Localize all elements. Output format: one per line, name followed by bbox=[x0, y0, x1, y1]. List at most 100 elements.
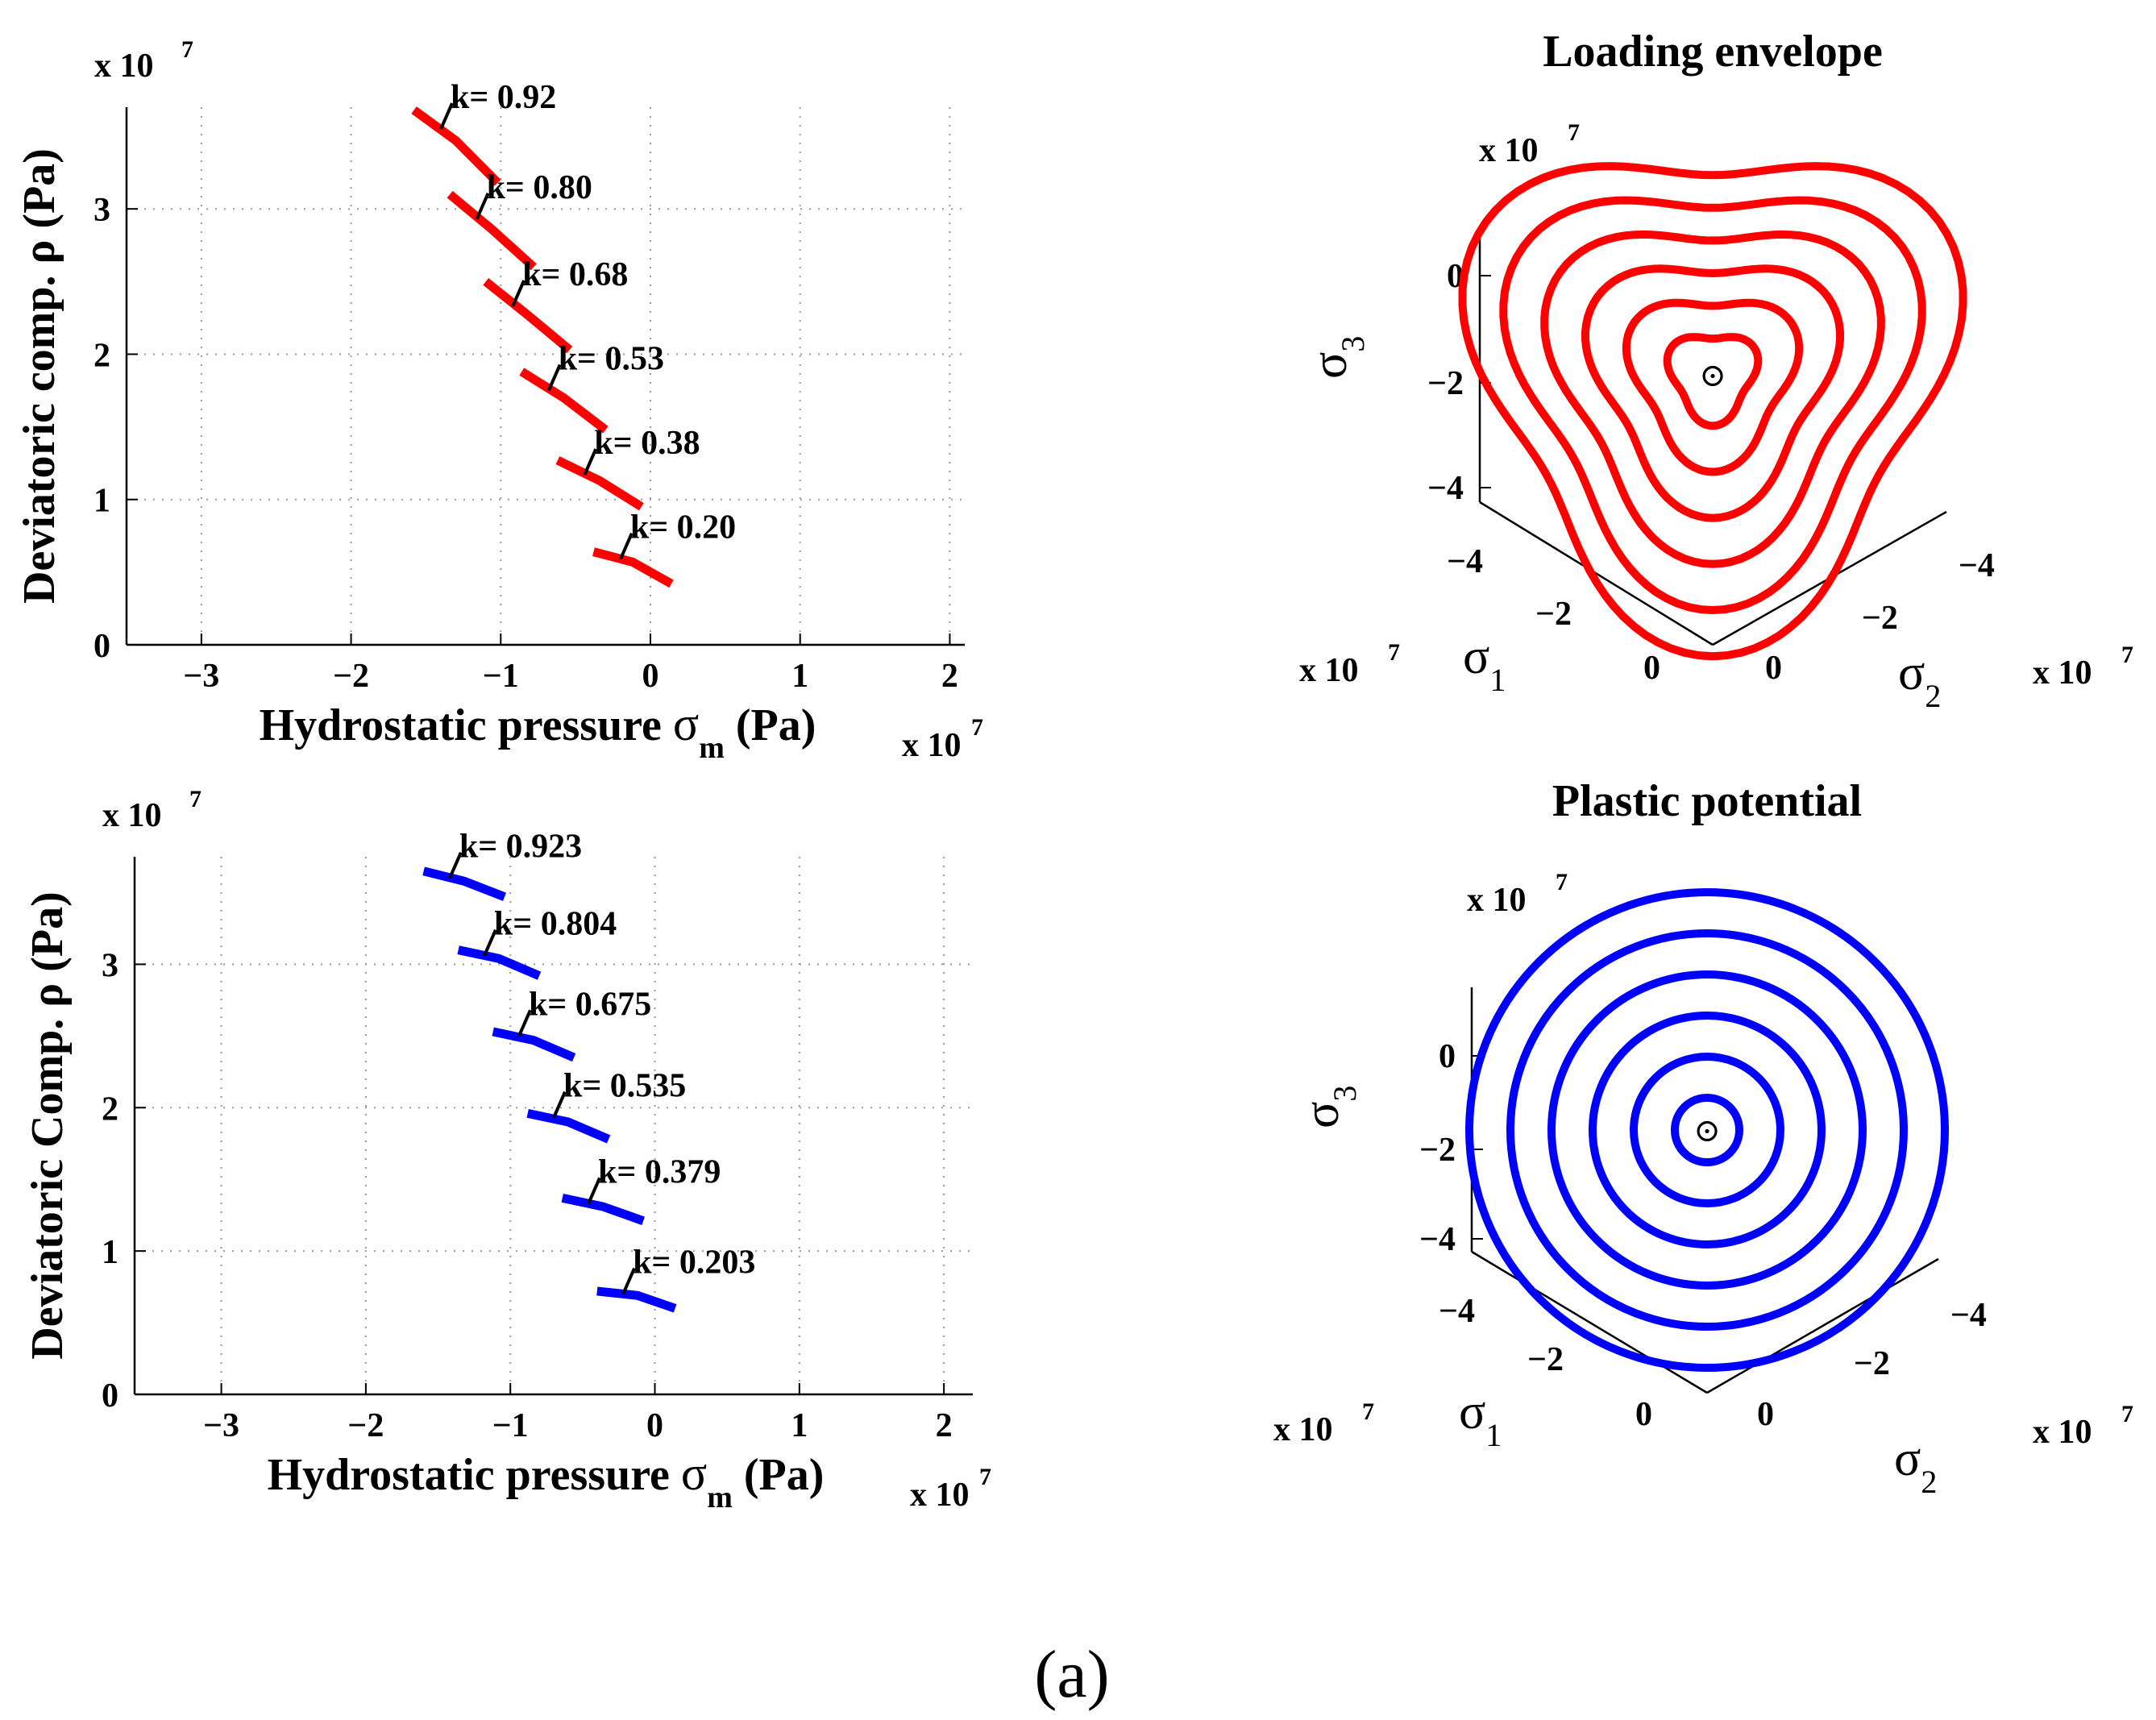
sigma1-axis-label: σ1 bbox=[1463, 629, 1506, 698]
contour-curve bbox=[1671, 1094, 1743, 1166]
plastic-potential-plot: Plastic potential 0 −2 −4 −4 −2 0 −4 −2 0 ⊙ σ1 σ2 σ3 x… bbox=[1273, 776, 2133, 1500]
x-tick-label: 2 bbox=[936, 1407, 953, 1444]
scale-note: x 10 bbox=[1467, 882, 1527, 919]
contour-curve bbox=[1547, 970, 1867, 1290]
center-marker: ⊙ bbox=[1699, 357, 1726, 393]
x-tick-label: −1 bbox=[492, 1407, 529, 1444]
sigma1-tick-label: −2 bbox=[1527, 1341, 1564, 1378]
scale-exponent: 7 bbox=[2121, 1401, 2133, 1427]
contour-curve bbox=[1589, 1012, 1826, 1248]
potential-meridian-plot: −3 −2 −1 0 1 2 0 1 2 3 k= 0.923 k= 0.804 k= 0.675 k= … bbox=[23, 786, 991, 1514]
series-label: k= 0.675 bbox=[529, 986, 651, 1023]
sigma2-axis-label: σ2 bbox=[1894, 1431, 1937, 1500]
y-axis-label: Deviatoric comp. ρ (Pa) bbox=[15, 148, 64, 604]
y-tick-label: 2 bbox=[102, 1091, 118, 1128]
x-tick-label: −1 bbox=[483, 658, 519, 695]
sigma3-tick-label: −4 bbox=[1427, 470, 1464, 507]
y-tick-label: 2 bbox=[93, 337, 110, 374]
scale-note: x 10 bbox=[2033, 654, 2092, 692]
label-leader-line bbox=[621, 1267, 636, 1295]
sigma3-tick-label: −2 bbox=[1427, 365, 1464, 402]
series-line bbox=[561, 1193, 646, 1225]
series-line bbox=[596, 1286, 677, 1313]
series-line bbox=[555, 456, 644, 511]
sigma3-tick-label: −4 bbox=[1419, 1221, 1456, 1258]
sigma1-tick-label: 0 bbox=[1643, 650, 1660, 687]
contour-curve bbox=[1540, 230, 1885, 568]
loading-meridian-plot: −3 −2 −1 0 1 2 0 1 2 3 k= 0.92 k= 0.80 k= 0.68 k= 0.5… bbox=[15, 36, 983, 765]
y-tick-label: 1 bbox=[102, 1234, 118, 1271]
x-scale-note: x 10 bbox=[910, 1477, 970, 1514]
sigma2-tick-label: −2 bbox=[1854, 1345, 1890, 1382]
x-tick-label: 0 bbox=[646, 1407, 663, 1444]
series-line bbox=[411, 106, 501, 186]
sigma1-tick-label: −4 bbox=[1447, 543, 1483, 580]
sigma1-tick-label: −4 bbox=[1439, 1293, 1475, 1330]
center-marker: ⊙ bbox=[1693, 1112, 1721, 1149]
contour-curve bbox=[1506, 929, 1908, 1331]
series-label: k= 0.53 bbox=[559, 341, 664, 378]
scale-note: x 10 bbox=[2033, 1414, 2092, 1451]
contour-curve bbox=[1581, 264, 1844, 522]
sigma1-tick-label: 0 bbox=[1635, 1396, 1652, 1433]
sigma3-axis-label: σ3 bbox=[1294, 1086, 1363, 1128]
contour-curve bbox=[1499, 196, 1926, 614]
label-leader-line bbox=[587, 1177, 601, 1205]
series-label: k= 0.203 bbox=[633, 1244, 755, 1281]
x-scale-note: x 10 bbox=[902, 727, 962, 764]
series-line bbox=[592, 547, 674, 588]
series-label: k= 0.20 bbox=[630, 509, 736, 546]
x-tick-label: 2 bbox=[941, 658, 958, 695]
y-scale-note: x 10 bbox=[94, 48, 154, 85]
sigma3-tick-label: 0 bbox=[1439, 1038, 1456, 1075]
sigma1-axis-label: σ1 bbox=[1459, 1385, 1502, 1453]
sigma2-tick-label: −2 bbox=[1862, 600, 1898, 637]
series-line bbox=[492, 1027, 576, 1062]
scale-note: x 10 bbox=[1479, 132, 1539, 169]
scale-exponent: 7 bbox=[2121, 642, 2133, 668]
scale-exponent: 7 bbox=[1556, 869, 1568, 895]
y-tick-label: 3 bbox=[93, 192, 110, 229]
label-leader-line bbox=[448, 851, 463, 879]
label-leader-line bbox=[439, 102, 454, 130]
x-tick-label: −2 bbox=[347, 1407, 384, 1444]
x-tick-label: 1 bbox=[791, 658, 808, 695]
scale-exponent: 7 bbox=[1568, 119, 1580, 146]
x-scale-exponent: 7 bbox=[971, 714, 983, 741]
x-tick-label: 1 bbox=[791, 1407, 808, 1444]
scale-note: x 10 bbox=[1299, 652, 1359, 689]
series-label: k= 0.92 bbox=[451, 79, 556, 116]
label-leader-line bbox=[475, 193, 490, 220]
series-label: k= 0.923 bbox=[459, 829, 582, 866]
sigma1-axis-line bbox=[1479, 501, 1714, 646]
sigma2-tick-label: −4 bbox=[1959, 547, 1995, 584]
scale-exponent: 7 bbox=[1362, 1398, 1374, 1425]
plot-title: Loading envelope bbox=[1543, 27, 1883, 77]
x-tick-label: −2 bbox=[333, 658, 369, 695]
contour-curve bbox=[1465, 888, 1949, 1372]
scale-note: x 10 bbox=[1273, 1411, 1333, 1448]
contour-curve bbox=[1458, 162, 1967, 661]
series-label: k= 0.379 bbox=[598, 1153, 721, 1190]
label-leader-line bbox=[483, 929, 497, 957]
scale-exponent: 7 bbox=[1388, 639, 1400, 666]
series-line bbox=[483, 278, 573, 354]
x-scale-exponent: 7 bbox=[979, 1464, 991, 1490]
sigma2-tick-label: 0 bbox=[1757, 1396, 1774, 1433]
series-line bbox=[457, 945, 542, 980]
series-label: k= 0.535 bbox=[563, 1068, 686, 1105]
sigma2-tick-label: 0 bbox=[1765, 650, 1782, 687]
x-tick-label: −3 bbox=[183, 658, 219, 695]
label-leader-line bbox=[517, 1009, 532, 1037]
x-tick-label: 0 bbox=[642, 658, 659, 695]
series-label: k= 0.804 bbox=[494, 906, 617, 943]
y-scale-exponent: 7 bbox=[189, 786, 201, 812]
y-tick-label: 3 bbox=[102, 947, 118, 984]
series-label: k= 0.80 bbox=[487, 169, 592, 206]
sigma1-tick-label: −2 bbox=[1535, 596, 1572, 633]
y-scale-exponent: 7 bbox=[181, 36, 193, 63]
x-tick-label: −3 bbox=[203, 1407, 239, 1444]
x-axis-label: Hydrostatic pressure σm (Pa) bbox=[260, 697, 816, 765]
